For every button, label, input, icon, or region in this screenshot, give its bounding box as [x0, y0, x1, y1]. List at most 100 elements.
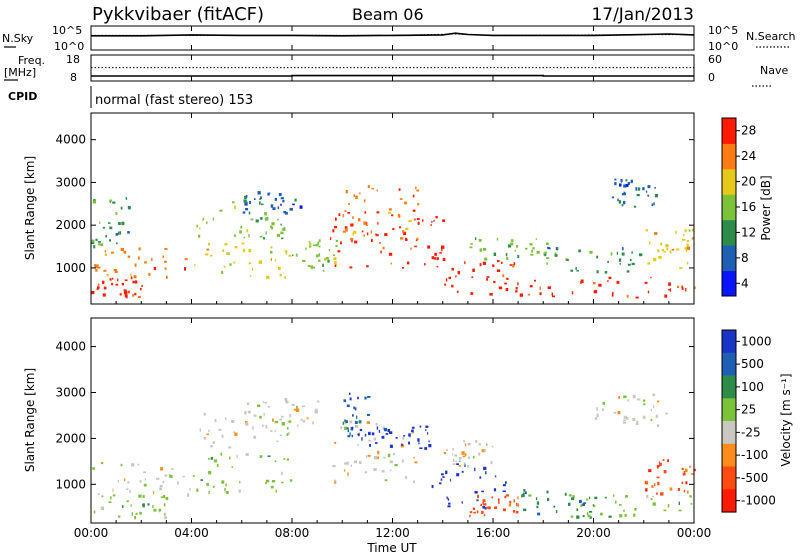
- power-cell: [653, 202, 655, 206]
- velocity-cell: [480, 503, 482, 506]
- velocity-cell: [482, 502, 484, 505]
- power-cell: [327, 259, 330, 263]
- velocity-cell: [293, 408, 297, 411]
- velocity-cell: [537, 512, 541, 516]
- velocity-ytick-label: 2000: [55, 431, 86, 445]
- power-cell: [515, 290, 518, 293]
- velocity-cell: [378, 429, 381, 433]
- velocity-cell: [476, 510, 479, 514]
- power-cell: [264, 212, 267, 216]
- velocity-cell: [656, 476, 660, 479]
- power-cell: [322, 269, 325, 272]
- velocity-cell: [156, 477, 160, 480]
- velocity-cell: [505, 481, 507, 484]
- velocity-cell: [482, 499, 486, 502]
- power-cell: [653, 257, 657, 262]
- power-cell: [691, 237, 694, 240]
- power-cell: [350, 223, 354, 227]
- velocity-cell: [393, 452, 395, 456]
- velocity-cell: [689, 465, 691, 468]
- velocity-cell: [387, 453, 391, 458]
- velocity-cell: [655, 414, 658, 419]
- velocity-cell: [142, 503, 145, 506]
- power-cell: [456, 290, 459, 293]
- velocity-cell: [314, 410, 318, 414]
- power-cell: [376, 234, 379, 237]
- velocity-cell: [253, 414, 257, 417]
- velocity-cell: [523, 508, 527, 512]
- power-cell: [681, 285, 683, 289]
- power-cell: [397, 213, 400, 217]
- velocity-cell: [203, 412, 206, 416]
- power-cell: [276, 233, 281, 237]
- power-cell: [302, 259, 306, 262]
- velocity-cell: [669, 487, 673, 491]
- velocity-cell: [286, 427, 289, 430]
- power-cell: [234, 245, 238, 249]
- power-cell: [233, 261, 236, 264]
- power-cell: [257, 191, 261, 195]
- power-cell: [686, 243, 689, 247]
- power-cell: [517, 254, 520, 259]
- power-cell: [333, 257, 337, 260]
- power-cell: [375, 233, 377, 236]
- power-cell: [259, 201, 261, 205]
- power-cell: [127, 205, 131, 210]
- power-cell: [507, 244, 512, 248]
- velocity-cell: [349, 432, 351, 436]
- power-cell: [254, 198, 256, 200]
- power-cell: [691, 229, 695, 232]
- velocity-cell: [461, 470, 464, 473]
- velocity-cell: [662, 459, 665, 461]
- power-cell: [245, 208, 249, 211]
- velocity-cell: [619, 514, 623, 518]
- power-cell: [399, 198, 403, 200]
- power-cell: [610, 252, 613, 256]
- velocity-cell: [568, 494, 572, 497]
- cpid-value: normal (fast stereo) 153: [95, 93, 253, 108]
- power-cell: [270, 258, 272, 261]
- power-cell: [105, 235, 107, 238]
- velocity-cell: [445, 470, 448, 475]
- velocity-cell: [312, 421, 314, 425]
- power-colorbar-swatch: [722, 118, 736, 144]
- velocity-cell: [316, 400, 320, 403]
- velocity-cell: [357, 396, 359, 400]
- power-cell: [102, 293, 106, 297]
- velocity-cell: [344, 421, 347, 425]
- velocity-cell: [636, 398, 641, 401]
- velocity-cell: [440, 478, 443, 481]
- power-cell: [93, 245, 96, 249]
- power-cell: [103, 269, 107, 272]
- power-cell: [124, 291, 128, 294]
- power-cell: [272, 207, 276, 210]
- velocity-cell: [596, 407, 598, 411]
- velocity-cell: [376, 426, 379, 430]
- power-cell: [199, 227, 201, 230]
- velocity-cell: [349, 420, 353, 424]
- velocity-cell: [100, 462, 104, 465]
- power-cell: [376, 189, 378, 192]
- velocity-cell: [478, 443, 481, 446]
- power-cell: [285, 251, 288, 255]
- power-cell: [109, 239, 111, 242]
- velocity-cell: [464, 443, 467, 447]
- power-cell: [194, 264, 196, 266]
- power-cell: [644, 281, 648, 284]
- power-cell: [345, 190, 348, 194]
- velocity-cell: [289, 479, 293, 482]
- power-cell: [308, 245, 312, 248]
- velocity-cell: [681, 467, 684, 470]
- velocity-cell: [259, 415, 262, 419]
- velocity-cell: [663, 470, 667, 474]
- power-cell: [137, 256, 140, 260]
- power-colorbar-tick-label: 8: [741, 251, 749, 265]
- velocity-cell: [587, 514, 591, 518]
- power-cell: [322, 263, 324, 267]
- power-cell: [278, 266, 281, 270]
- velocity-cell: [203, 436, 207, 440]
- power-cell: [391, 214, 394, 217]
- power-cell: [621, 252, 625, 256]
- velocity-cell: [594, 417, 598, 420]
